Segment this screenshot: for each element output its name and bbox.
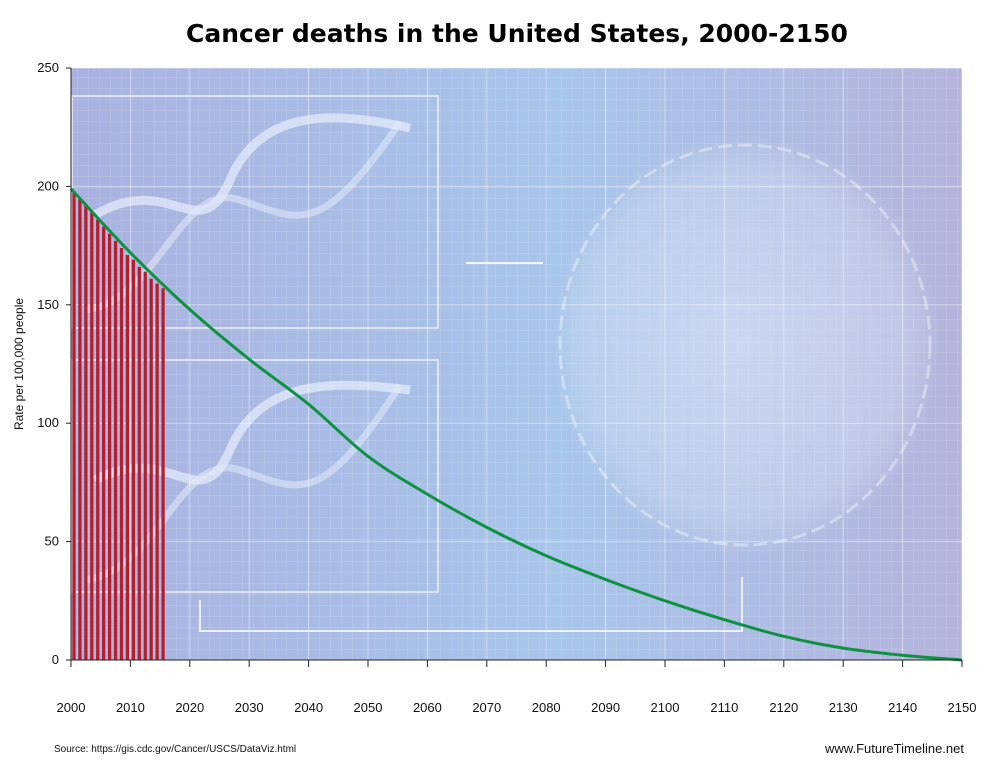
x-tick-label: 2120 (769, 700, 798, 715)
bar-2003 (90, 212, 94, 660)
x-tick-label: 2080 (532, 700, 561, 715)
y-tick-label: 100 (37, 415, 59, 430)
bar-2009 (125, 255, 130, 660)
bar-2012 (143, 271, 147, 660)
x-tick-label: 2000 (57, 700, 86, 715)
x-tick-label: 2150 (948, 700, 977, 715)
y-tick-label: 50 (45, 534, 59, 549)
x-tick-label: 2140 (888, 700, 917, 715)
bar-2010 (131, 259, 136, 660)
x-tick-label: 2040 (294, 700, 323, 715)
site-credit: www.FutureTimeline.net (824, 741, 964, 756)
bar-2005 (102, 226, 106, 660)
background-illustration (71, 95, 940, 632)
y-ticks: 0 50 100 150 200 250 (37, 60, 71, 667)
illustration-frame-top (71, 95, 439, 329)
dna-strand-c (92, 380, 411, 485)
x-tick-label: 2130 (829, 700, 858, 715)
trend-line (69, 187, 963, 662)
cancer-cell-outline (558, 143, 932, 547)
source-note: Source: https://gis.cdc.gov/Cancer/USCS/… (54, 744, 296, 755)
bar-2006 (107, 233, 112, 660)
x-tick-label: 2060 (413, 700, 442, 715)
x-tick-label: 2020 (175, 700, 204, 715)
bar-2002 (84, 205, 88, 660)
y-tick-label: 150 (37, 297, 59, 312)
trend-path (69, 187, 963, 662)
bar-2000 (72, 191, 76, 661)
x-tick-label: 2100 (651, 700, 680, 715)
bar-2013 (149, 278, 153, 660)
axes (70, 68, 962, 661)
x-tick-label: 2070 (472, 700, 501, 715)
x-tick-label: 2050 (354, 700, 383, 715)
bar-2011 (137, 266, 141, 660)
bar-2007 (113, 240, 118, 660)
major-grid (70, 67, 963, 661)
y-tick-label: 250 (37, 60, 59, 75)
y-axis-label: Rate per 100,000 people (12, 298, 26, 430)
x-tick-label: 2090 (591, 700, 620, 715)
bar-2015 (161, 288, 165, 660)
x-tick-label: 2110 (710, 700, 738, 715)
illustration-frame-bottom (71, 359, 439, 593)
bracket-bottom (199, 577, 743, 632)
y-tick-label: 0 (52, 652, 59, 667)
x-ticks: 2000 2010 2020 2030 2040 2050 2060 2070 2080 2090… (57, 660, 977, 715)
bar-2001 (78, 198, 82, 661)
cancer-cell (550, 135, 940, 555)
bar-2014 (155, 283, 159, 660)
x-tick-label: 2010 (116, 700, 145, 715)
dna-strand-a (92, 113, 411, 219)
bars (72, 191, 165, 661)
x-tick-label: 2030 (235, 700, 264, 715)
y-tick-label: 200 (37, 178, 59, 193)
bar-2008 (119, 247, 124, 660)
bar-2004 (96, 219, 100, 660)
chart-title: Cancer deaths in the United States, 2000… (186, 19, 848, 48)
